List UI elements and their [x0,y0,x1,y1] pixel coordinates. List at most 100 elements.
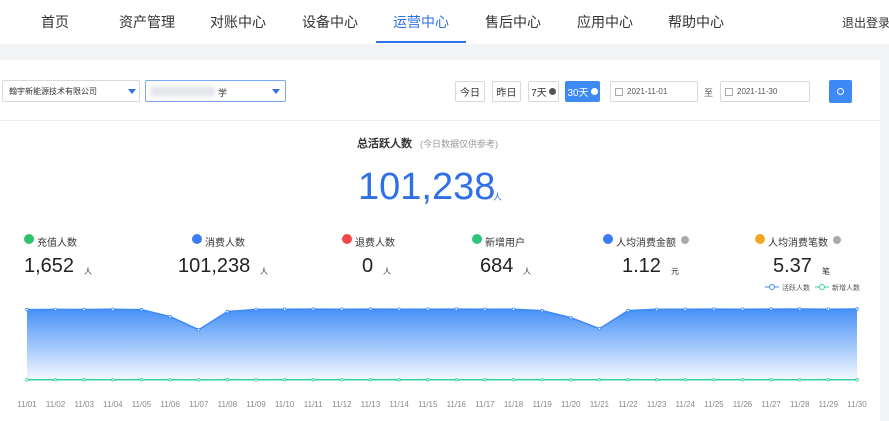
range-label: 今日 [460,88,480,99]
point [798,307,802,311]
range-button[interactable]: 30天 [565,81,600,102]
calendar-icon [725,88,733,96]
x-tick-label: 11/26 [733,400,753,409]
point [597,378,602,382]
stat-label: 消费人数 [205,238,245,249]
nav-item[interactable]: 首页 [41,14,69,30]
legend-dot [769,284,775,290]
point [483,378,487,382]
divider [0,120,880,121]
nav-item[interactable]: 应用中心 [577,14,633,30]
x-tick-label: 11/14 [389,400,409,409]
point [626,378,630,382]
point [740,378,745,382]
stat-label: 人均消费金额 [616,238,676,249]
x-tick-label: 11/28 [790,400,810,409]
date-input[interactable]: 2021-11-30 [720,81,810,102]
point [855,378,859,382]
stat-unit: 元 [671,267,679,276]
legend-label: 活跃人数 [782,283,810,292]
stat-icon [603,234,613,244]
stat-icon [472,234,482,244]
site-text: 学 [218,88,228,98]
stat-label: 人均消费笔数 [768,238,828,249]
point [855,307,859,311]
stat-value: 684 [480,255,514,277]
nav-item[interactable]: 运营中心 [393,14,449,30]
point [368,378,373,382]
summary-value: 101,238 [358,166,496,208]
x-tick-label: 11/13 [361,400,381,409]
point [654,307,659,312]
point [282,378,287,382]
point [683,307,687,311]
x-tick-label: 11/09 [246,400,266,409]
point [368,307,373,311]
nav-item[interactable]: 售后中心 [485,14,541,30]
x-tick-label: 11/04 [103,400,123,409]
help-icon [681,236,689,244]
stat-label: 退费人数 [355,238,395,249]
x-tick-label: 11/15 [418,400,438,409]
point [282,307,287,311]
line [26,308,858,331]
stat-value: 1,652 [24,255,75,277]
nav-item[interactable]: 帮助中心 [668,14,724,30]
point [197,328,201,332]
blur [150,86,215,97]
stat-value: 5.37 [773,255,812,277]
nav-item[interactable]: 设备中心 [302,14,358,30]
point [25,307,29,312]
point [483,307,487,312]
point [769,378,773,382]
company-text: 翰宇新能源技术有限公司 [9,86,97,96]
point [82,378,86,382]
point [340,307,344,311]
point [740,307,745,311]
point [540,378,544,382]
x-tick-label: 11/08 [218,400,238,409]
point [225,378,230,382]
point [311,307,315,311]
point [425,307,430,311]
range-button[interactable]: 今日 [455,81,485,102]
calendar-icon [615,88,623,96]
point [425,378,430,382]
info-icon [590,88,598,95]
help-icon [833,236,841,244]
summary-note: (今日数据仅供参考) [420,139,498,149]
range-button[interactable]: 昨日 [492,81,521,102]
point [569,315,573,320]
x-tick-label: 11/20 [561,400,581,409]
range-button[interactable]: 7天 [528,81,559,102]
stat-value: 0 [362,255,374,277]
area [27,309,857,380]
nav-item[interactable]: 资产管理 [119,14,175,30]
logout[interactable]: 退出登录 [842,16,889,30]
nav-underline [376,41,466,43]
x-tick-label: 11/02 [46,400,66,409]
point [139,378,144,382]
point [511,307,516,311]
date-text: 2021-11-30 [737,87,778,96]
point [798,378,802,382]
range-label: 昨日 [496,88,517,99]
company-select[interactable]: 翰宇新能源技术有限公司 [2,80,140,102]
point [712,378,716,382]
point [454,378,459,382]
date-sep: 至 [704,88,714,98]
date-input[interactable]: 2021-11-01 [610,81,698,102]
point [254,307,258,312]
stat-label: 新增用户 [485,238,525,249]
nav-item[interactable]: 对账中心 [210,14,266,30]
x-tick-label: 11/24 [676,400,696,409]
point [111,307,115,312]
info-icon [548,88,556,95]
stat-unit: 人 [383,267,391,276]
stat-value: 1.12 [622,255,661,277]
range-label: 30天 [567,88,589,99]
point [111,378,115,382]
site-select[interactable] [145,80,286,102]
